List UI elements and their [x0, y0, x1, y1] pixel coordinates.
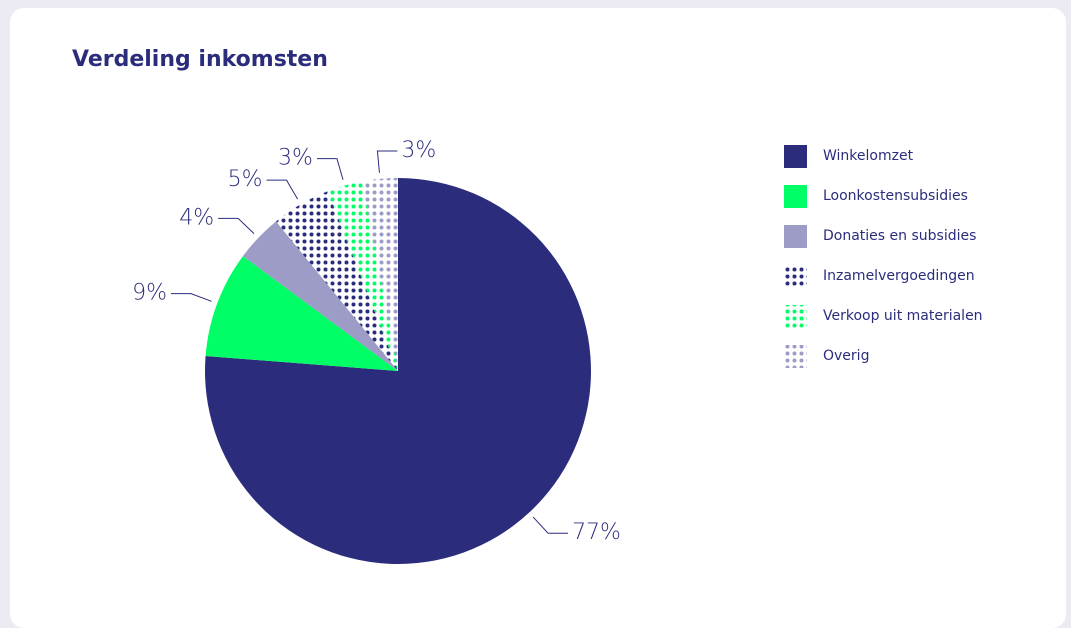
- legend-label: Donaties en subsidies: [823, 228, 976, 244]
- data-label: 4%: [179, 205, 214, 230]
- leader-line: [316, 158, 344, 180]
- leader-line: [170, 293, 212, 302]
- chart-title: Verdeling inkomsten: [72, 47, 328, 72]
- legend-label: Verkoop uit materialen: [823, 308, 983, 324]
- legend-label: Inzamelvergoedingen: [823, 268, 975, 284]
- pie-slice: [362, 178, 398, 371]
- leader-line: [266, 179, 299, 200]
- leader-line: [218, 217, 255, 234]
- leader-line: [376, 150, 398, 173]
- pie-slice: [205, 256, 398, 371]
- data-label: 3%: [278, 146, 313, 171]
- page: {"chart_data": {"type": "pie", "title": …: [10, 8, 1066, 628]
- data-label: 9%: [132, 281, 167, 306]
- data-label: 77%: [572, 520, 621, 545]
- legend-swatch: [784, 225, 807, 248]
- pie-slice: [204, 178, 591, 565]
- data-label: 3%: [401, 138, 436, 163]
- chart: Verdeling inkomsten 77% 9% 4% 5% 3% 3% Winkelo…: [72, 47, 983, 565]
- data-label: 5%: [228, 167, 263, 192]
- pie-slice: [242, 221, 398, 371]
- legend-label: Loonkostensubsidies: [823, 188, 968, 204]
- legend-swatch: [784, 345, 807, 368]
- legend-label: Winkelomzet: [823, 148, 914, 164]
- leader-line: [532, 516, 569, 534]
- pie-slice: [275, 191, 398, 371]
- legend-swatch: [784, 265, 807, 288]
- legend-swatch: [784, 145, 807, 168]
- legend-label: Overig: [823, 348, 869, 364]
- legend-swatch: [784, 185, 807, 208]
- pie-slice: [327, 181, 398, 371]
- legend-swatch: [784, 305, 807, 328]
